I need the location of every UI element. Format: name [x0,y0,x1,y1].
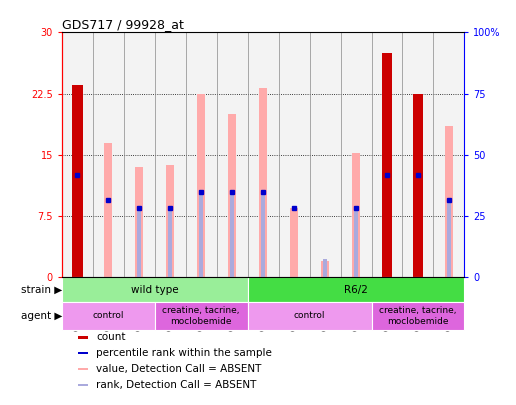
Text: percentile rank within the sample: percentile rank within the sample [96,348,272,358]
Bar [433,32,464,277]
Text: creatine, tacrine,
moclobemide: creatine, tacrine, moclobemide [163,306,240,326]
Text: rank, Detection Call = ABSENT: rank, Detection Call = ABSENT [96,379,256,390]
Bar [135,167,143,277]
Bar [321,261,329,277]
Bar [385,208,389,277]
Bar [186,32,217,277]
Bar [279,32,310,277]
Bar [354,208,358,277]
Text: agent ▶: agent ▶ [21,311,62,321]
Bar [248,302,372,330]
Bar [381,53,392,277]
Bar [445,126,453,277]
Bar [290,208,298,277]
Bar [155,32,186,277]
Bar [372,32,402,277]
Text: value, Detection Call = ABSENT: value, Detection Call = ABSENT [96,364,261,374]
Bar [217,32,248,277]
Bar [413,94,424,277]
Bar [229,114,236,277]
Bar [104,143,112,277]
Bar [62,277,248,302]
Bar [167,165,174,277]
Bar [402,32,433,277]
Bar [260,88,267,277]
Bar [168,208,172,277]
Bar [230,192,234,277]
Bar [197,94,205,277]
Text: R6/2: R6/2 [344,285,368,294]
Bar [261,192,265,277]
Bar [248,277,464,302]
Bar [310,32,341,277]
Bar [248,32,279,277]
Bar [447,200,451,277]
Bar [323,259,327,277]
Bar [372,302,464,330]
Bar [72,85,83,277]
Bar [124,32,155,277]
Bar [78,352,88,354]
Text: creatine, tacrine,
moclobemide: creatine, tacrine, moclobemide [379,306,457,326]
Bar [93,32,124,277]
Text: control: control [92,311,124,320]
Text: wild type: wild type [131,285,179,294]
Bar [62,32,93,277]
Bar [78,336,88,339]
Bar [352,153,360,277]
Text: strain ▶: strain ▶ [21,285,62,294]
Bar [62,302,155,330]
Bar [78,384,88,386]
Bar [199,192,203,277]
Text: control: control [294,311,326,320]
Bar [137,208,141,277]
Bar [341,32,372,277]
Bar [78,368,88,370]
Text: GDS717 / 99928_at: GDS717 / 99928_at [62,18,184,31]
Bar [155,302,248,330]
Text: count: count [96,333,125,342]
